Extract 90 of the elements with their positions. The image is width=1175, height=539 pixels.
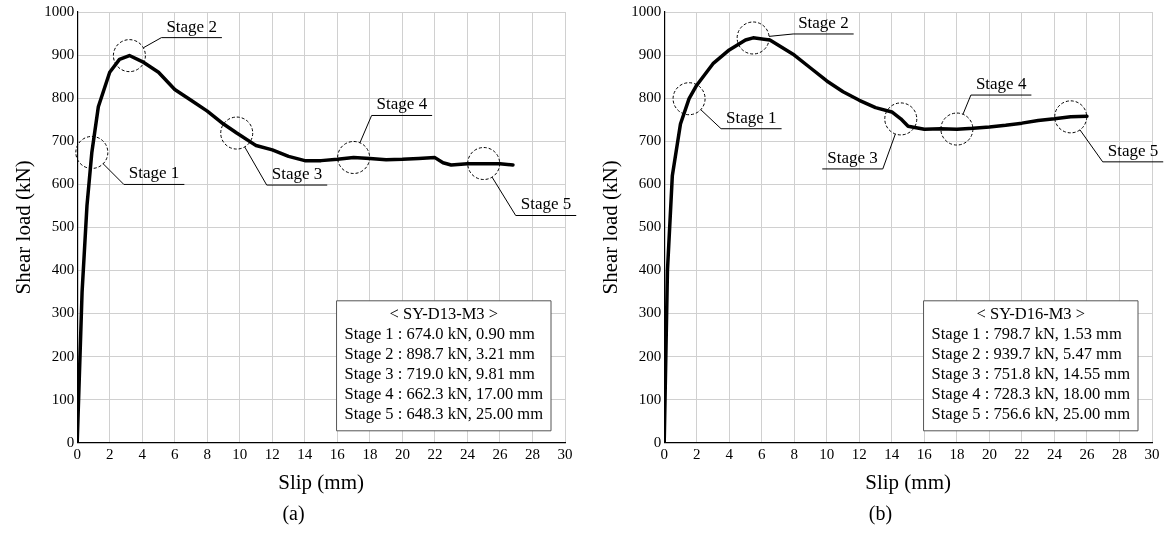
- point: [884, 102, 918, 136]
- annotation: Stage 3: [271, 164, 323, 184]
- y-tick-label: 900: [51, 46, 75, 63]
- x-tick-label: 2: [692, 445, 701, 462]
- point: [672, 82, 706, 116]
- x-tick-label: 14: [297, 445, 313, 462]
- x-tick-label: 24: [1046, 445, 1063, 462]
- x-tick-label: 4: [725, 445, 734, 462]
- point: [75, 135, 109, 169]
- y-tick-label: 400: [51, 261, 75, 278]
- y-tick-label: 100: [51, 390, 75, 407]
- x-axis-title: Slip (mm): [865, 469, 951, 494]
- annotation: Stage 1 : 798.7 kN, 1.53 mm: [931, 324, 1122, 344]
- point: [337, 140, 371, 174]
- y-tick-label: 300: [638, 304, 662, 321]
- x-tick-label: 18: [362, 445, 378, 462]
- point: [736, 21, 770, 55]
- y-tick-label: 100: [638, 390, 662, 407]
- y-axis-title: Shear load (kN): [11, 160, 36, 295]
- annotation: < SY-D13-M3 >: [389, 304, 498, 324]
- y-tick-label: 1000: [631, 2, 662, 19]
- annotation: Stage 4: [975, 74, 1027, 94]
- x-tick-label: 28: [1111, 445, 1127, 462]
- x-tick-label: 26: [1079, 445, 1095, 462]
- y-tick-label: 500: [638, 218, 662, 235]
- x-tick-label: 20: [981, 445, 997, 462]
- annotation: Stage 4 : 728.3 kN, 18.00 mm: [931, 384, 1131, 404]
- point: [220, 116, 254, 150]
- annotation: Stage 4: [376, 94, 428, 114]
- annotation: Stage 3 : 719.0 kN, 9.81 mm: [344, 364, 535, 384]
- x-tick-label: 20: [394, 445, 410, 462]
- text: (b): [868, 502, 893, 525]
- y-tick-label: 700: [51, 132, 75, 149]
- annotation: Stage 5: [520, 194, 572, 214]
- x-tick-label: 26: [492, 445, 508, 462]
- x-tick-label: 30: [1144, 445, 1160, 462]
- annotation: Stage 1: [128, 163, 180, 183]
- x-tick-label: 30: [557, 445, 573, 462]
- y-tick-label: 1000: [44, 2, 75, 19]
- x-axis-title: Slip (mm): [278, 469, 364, 494]
- y-tick-label: 600: [638, 175, 662, 192]
- annotation: Stage 1: [726, 107, 777, 127]
- x-tick-label: 16: [916, 445, 933, 462]
- y-tick-label: 300: [51, 304, 75, 321]
- y-tick-label: 500: [51, 218, 75, 235]
- x-tick-label: 6: [758, 445, 767, 462]
- annotation: Stage 2: [798, 12, 849, 32]
- annotation: Stage 1 : 674.0 kN, 0.90 mm: [344, 324, 535, 344]
- y-tick-label: 600: [51, 175, 75, 192]
- x-tick-label: 8: [790, 445, 799, 462]
- annotation: Stage 4 : 662.3 kN, 17.00 mm: [344, 384, 544, 404]
- y-tick-label: 800: [51, 89, 75, 106]
- text: (a): [282, 502, 305, 525]
- y-tick-label: 0: [66, 433, 75, 450]
- point: [1054, 100, 1088, 134]
- y-tick-label: 200: [51, 347, 75, 364]
- annotation: Stage 3 : 751.8 kN, 14.55 mm: [931, 364, 1131, 384]
- x-tick-label: 12: [851, 445, 867, 462]
- x-tick-label: 28: [524, 445, 540, 462]
- x-tick-label: 18: [949, 445, 965, 462]
- point: [940, 112, 974, 146]
- annotation: Stage 5: [1107, 140, 1159, 160]
- x-tick-label: 22: [427, 445, 443, 462]
- y-tick-label: 900: [638, 46, 662, 63]
- point: [112, 39, 146, 73]
- y-tick-label: 800: [638, 89, 662, 106]
- annotation: Stage 5 : 648.3 kN, 25.00 mm: [344, 404, 544, 424]
- annotation: Stage 5 : 756.6 kN, 25.00 mm: [931, 404, 1131, 424]
- y-tick-label: 400: [638, 261, 662, 278]
- annotation: Stage 2: [166, 16, 217, 36]
- x-tick-label: 10: [232, 445, 248, 462]
- annotation: < SY-D16-M3 >: [976, 304, 1085, 324]
- x-tick-label: 2: [105, 445, 114, 462]
- annotation: Stage 3: [827, 147, 878, 167]
- y-tick-label: 200: [638, 347, 662, 364]
- y-tick-label: 0: [653, 433, 662, 450]
- x-tick-label: 16: [329, 445, 346, 462]
- x-tick-label: 10: [819, 445, 835, 462]
- y-axis-title: Shear load (kN): [598, 160, 623, 295]
- annotation: Stage 2 : 898.7 kN, 3.21 mm: [344, 344, 535, 364]
- x-tick-label: 8: [203, 445, 212, 462]
- annotation: Stage 2 : 939.7 kN, 5.47 mm: [931, 344, 1122, 364]
- x-tick-label: 6: [171, 445, 180, 462]
- x-tick-label: 12: [264, 445, 280, 462]
- x-tick-label: 4: [138, 445, 147, 462]
- x-tick-label: 22: [1014, 445, 1030, 462]
- x-tick-label: 14: [884, 445, 900, 462]
- y-tick-label: 700: [638, 132, 662, 149]
- x-tick-label: 24: [459, 445, 476, 462]
- point: [467, 147, 501, 181]
